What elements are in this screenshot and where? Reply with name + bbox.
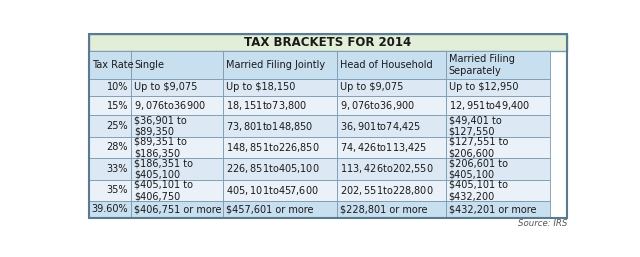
- Text: TAX BRACKETS FOR 2014: TAX BRACKETS FOR 2014: [244, 36, 412, 49]
- Text: $89,351 to
$186,350: $89,351 to $186,350: [134, 137, 187, 158]
- Bar: [89, 201, 131, 218]
- Text: $406,751 or more: $406,751 or more: [134, 204, 221, 214]
- Text: $74,426 to $113,425: $74,426 to $113,425: [340, 141, 427, 154]
- Bar: [337, 137, 445, 158]
- Bar: [131, 79, 223, 96]
- Bar: [337, 79, 445, 96]
- Text: $12,951 to $49,400: $12,951 to $49,400: [449, 99, 530, 112]
- Text: 35%: 35%: [106, 185, 128, 195]
- Text: $226,851 to $405,100: $226,851 to $405,100: [227, 162, 320, 175]
- Bar: [89, 79, 131, 96]
- Bar: [223, 201, 337, 218]
- Bar: [445, 79, 550, 96]
- Text: $405,101 to
$406,750: $405,101 to $406,750: [134, 179, 193, 201]
- Bar: [445, 137, 550, 158]
- Bar: [445, 51, 550, 79]
- Bar: [337, 158, 445, 180]
- Bar: [89, 158, 131, 180]
- Text: $18,151 to $73,800: $18,151 to $73,800: [227, 99, 307, 112]
- Text: $202,551 to $228,800: $202,551 to $228,800: [340, 184, 433, 197]
- Bar: [223, 51, 337, 79]
- Bar: [337, 201, 445, 218]
- Text: Married Filing Jointly: Married Filing Jointly: [227, 60, 325, 70]
- Bar: [223, 115, 337, 137]
- Text: $206,601 to
$405,100: $206,601 to $405,100: [449, 158, 508, 180]
- Bar: [337, 180, 445, 201]
- Bar: [131, 137, 223, 158]
- Bar: [89, 34, 567, 51]
- Text: 15%: 15%: [106, 100, 128, 111]
- Bar: [445, 180, 550, 201]
- Text: $9,076 to $36,900: $9,076 to $36,900: [340, 99, 415, 112]
- Bar: [445, 115, 550, 137]
- Text: $36,901 to $74,425: $36,901 to $74,425: [340, 120, 420, 133]
- Bar: [337, 96, 445, 115]
- Text: $127,551 to
$206,600: $127,551 to $206,600: [449, 137, 508, 158]
- Text: $148,851 to $226,850: $148,851 to $226,850: [227, 141, 320, 154]
- Bar: [131, 115, 223, 137]
- Bar: [89, 180, 131, 201]
- Bar: [223, 137, 337, 158]
- Text: Head of Household: Head of Household: [340, 60, 432, 70]
- Bar: [223, 79, 337, 96]
- Bar: [445, 201, 550, 218]
- Bar: [89, 137, 131, 158]
- Text: 25%: 25%: [106, 121, 128, 131]
- Text: 28%: 28%: [106, 142, 128, 152]
- Bar: [223, 158, 337, 180]
- Text: $405,101 to
$432,200: $405,101 to $432,200: [449, 179, 508, 201]
- Bar: [223, 96, 337, 115]
- Bar: [337, 51, 445, 79]
- Bar: [89, 115, 131, 137]
- Text: $228,801 or more: $228,801 or more: [340, 204, 427, 214]
- Text: $49,401 to
$127,550: $49,401 to $127,550: [449, 115, 501, 137]
- Text: $36,901 to
$89,350: $36,901 to $89,350: [134, 115, 187, 137]
- Text: $113,426 to $202,550: $113,426 to $202,550: [340, 162, 433, 175]
- Bar: [223, 180, 337, 201]
- Text: Married Filing
Separately: Married Filing Separately: [449, 54, 515, 76]
- Bar: [89, 96, 131, 115]
- Text: Source: IRS: Source: IRS: [518, 219, 567, 228]
- Bar: [131, 51, 223, 79]
- Text: $73,801 to $148,850: $73,801 to $148,850: [227, 120, 314, 133]
- Bar: [131, 180, 223, 201]
- Text: 10%: 10%: [107, 82, 128, 92]
- Bar: [89, 51, 131, 79]
- Bar: [131, 96, 223, 115]
- Bar: [337, 115, 445, 137]
- Text: 33%: 33%: [107, 164, 128, 174]
- Text: 39.60%: 39.60%: [92, 204, 128, 214]
- Text: Single: Single: [134, 60, 164, 70]
- Text: $186,351 to
$405,100: $186,351 to $405,100: [134, 158, 193, 180]
- Text: $432,201 or more: $432,201 or more: [449, 204, 536, 214]
- Text: Up to $12,950: Up to $12,950: [449, 82, 518, 92]
- Text: $457,601 or more: $457,601 or more: [227, 204, 314, 214]
- Text: Up to $18,150: Up to $18,150: [227, 82, 296, 92]
- Bar: [445, 158, 550, 180]
- Text: $405,101 to $457,600: $405,101 to $457,600: [227, 184, 319, 197]
- Text: Tax Rate: Tax Rate: [92, 60, 134, 70]
- Text: $9,076 to $36900: $9,076 to $36900: [134, 99, 206, 112]
- Bar: [445, 96, 550, 115]
- Text: Up to $9,075: Up to $9,075: [134, 82, 197, 92]
- Bar: [131, 201, 223, 218]
- Text: Up to $9,075: Up to $9,075: [340, 82, 403, 92]
- Bar: [131, 158, 223, 180]
